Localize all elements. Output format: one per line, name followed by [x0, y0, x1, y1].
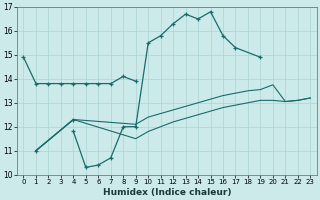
X-axis label: Humidex (Indice chaleur): Humidex (Indice chaleur) — [103, 188, 231, 197]
